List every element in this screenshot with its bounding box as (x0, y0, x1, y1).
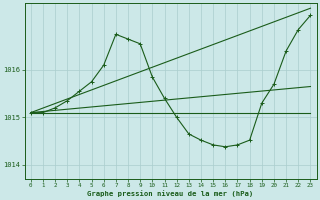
X-axis label: Graphe pression niveau de la mer (hPa): Graphe pression niveau de la mer (hPa) (87, 190, 254, 197)
